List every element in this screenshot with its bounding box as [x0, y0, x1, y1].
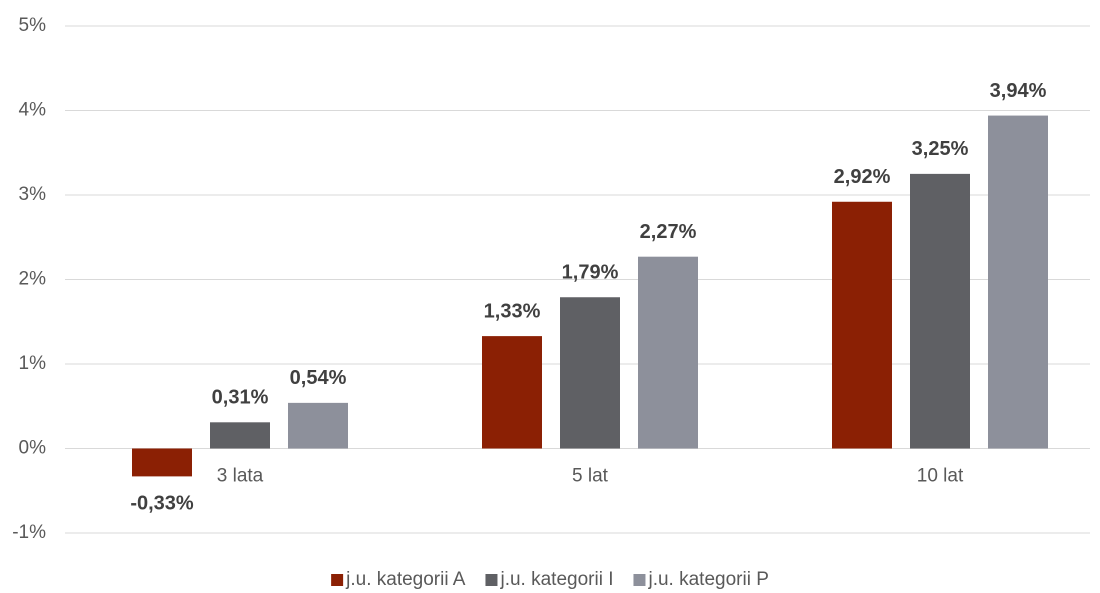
bar [988, 115, 1048, 449]
data-label: -0,33% [130, 493, 194, 515]
legend-label: j.u. kategorii A [345, 569, 466, 590]
legend-swatch [331, 574, 344, 586]
legend: j.u. kategorii A j.u. kategorii I j.u. kat… [331, 569, 769, 590]
x-tick-label: 10 lat [917, 466, 964, 487]
bar [210, 422, 270, 449]
legend-swatch [633, 574, 646, 586]
x-tick-label: 3 lata [217, 466, 264, 487]
data-label: 1,33% [484, 300, 541, 322]
y-tick-label: 4% [19, 100, 47, 121]
data-label: 1,79% [562, 262, 619, 284]
bar [482, 336, 542, 449]
bar [560, 297, 620, 449]
bar [132, 448, 192, 477]
data-label: 0,31% [212, 387, 269, 409]
bar [288, 402, 348, 449]
y-tick-label: 3% [19, 184, 47, 205]
legend-swatch [485, 574, 498, 586]
bar [910, 173, 970, 449]
y-tick-label: 2% [19, 269, 47, 290]
y-tick-label: -1% [12, 522, 46, 543]
data-label: 3,94% [990, 80, 1047, 102]
bar [638, 256, 698, 449]
data-label: 2,27% [640, 221, 697, 243]
y-tick-label: 0% [19, 438, 47, 459]
data-label: 3,25% [912, 138, 969, 160]
y-tick-label: 1% [19, 353, 47, 374]
legend-label: j.u. kategorii I [499, 569, 613, 590]
data-label: 0,54% [290, 367, 347, 389]
data-label: 2,92% [834, 166, 891, 188]
bar [832, 201, 892, 449]
y-tick-label: 5% [19, 15, 47, 36]
x-tick-label: 5 lat [572, 466, 609, 487]
legend-label: j.u. kategorii P [647, 569, 768, 590]
